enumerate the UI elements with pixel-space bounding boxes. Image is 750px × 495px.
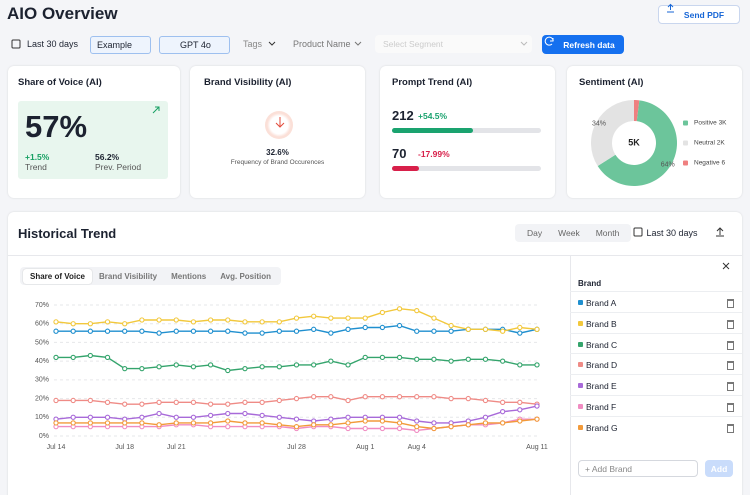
legend-swatch [578, 404, 583, 409]
visibility-value: 32.6% [266, 148, 289, 157]
delete-icon[interactable] [727, 299, 734, 308]
period-toggle: Day Week Month [515, 224, 632, 242]
refresh-button[interactable]: Refresh data [542, 35, 624, 54]
prompt-change: +54.5% [418, 111, 448, 121]
legend-label[interactable]: Brand A [586, 298, 617, 308]
delete-icon[interactable] [727, 340, 734, 350]
delete-icon[interactable] [727, 403, 734, 412]
row-divider [570, 311, 742, 313]
section-title: Historical Trend [18, 226, 117, 241]
prompt-change: -17.99% [418, 149, 450, 159]
row-divider [570, 353, 742, 355]
date-button[interactable]: Last 30 days [646, 228, 698, 238]
brand-panel-title: Brand [578, 279, 602, 288]
row-divider [570, 415, 742, 417]
brand-visibility-card: Brand Visibility (AI) 32.6% Frequency of… [190, 66, 365, 198]
historical-panel: Historical Trend Day Week Month Last 30 da… [8, 212, 742, 495]
progress-track [392, 128, 541, 133]
progress-bar [392, 128, 474, 133]
prompt-trend-card: Prompt Trend (AI) 212 +54.5% 70 -17.99% [380, 66, 555, 198]
product-filter[interactable]: Product Name [293, 39, 351, 49]
legend-label[interactable]: Brand E [586, 381, 617, 392]
legend-swatch [578, 383, 583, 389]
filter-chip[interactable]: Example [90, 36, 152, 54]
send-pdf-button[interactable]: Send PDF [658, 5, 740, 24]
delete-icon[interactable] [727, 319, 734, 329]
delete-icon[interactable] [727, 382, 734, 392]
delete-icon[interactable] [727, 361, 734, 371]
page-title: AIO Overview [7, 4, 118, 23]
metric-tabs: Share of Voice Brand Visibility Mentions Av… [20, 267, 282, 285]
highlight-box [18, 101, 168, 179]
prev-label: Prev. Period [95, 162, 142, 172]
row-divider [570, 395, 742, 396]
sov-value: 57% [25, 109, 88, 144]
metric-tab[interactable]: Mentions [171, 271, 207, 281]
legend-label[interactable]: Brand F [586, 402, 617, 412]
progress-bar [392, 166, 419, 171]
tags-filter[interactable]: Tags [243, 39, 263, 49]
sentiment-card: Sentiment (AI) [567, 66, 742, 198]
legend-swatch [578, 341, 583, 347]
add-brand-select[interactable]: + Add Brand [578, 460, 698, 477]
row-divider [570, 291, 742, 292]
segment-filter[interactable]: Select Segment [375, 35, 532, 53]
legend-swatch [578, 424, 583, 430]
metric-tab[interactable]: Avg. Position [220, 271, 272, 281]
delete-icon[interactable] [727, 423, 734, 433]
visibility-icon [265, 111, 293, 139]
visibility-caption: Frequency of Brand Occurences [230, 159, 325, 166]
card-title: Sentiment (AI) [579, 77, 644, 88]
trend-value: +1.5% [25, 152, 50, 162]
legend-swatch [578, 320, 583, 326]
prompt-count: 70 [392, 146, 407, 161]
legend-label[interactable]: Brand C [586, 339, 618, 350]
metric-tab[interactable]: Brand Visibility [98, 271, 158, 281]
chip-list: Example GPT 4o [90, 36, 230, 54]
trend-label: Trend [25, 162, 47, 172]
prev-value: 56.2% [95, 152, 120, 162]
date-filter[interactable]: Last 30 days [27, 39, 79, 49]
card-title: Prompt Trend (AI) [392, 77, 473, 88]
divider [8, 255, 742, 256]
period-option[interactable]: Month [595, 228, 620, 238]
add-button[interactable]: Add [705, 460, 733, 477]
legend-label[interactable]: Brand G [586, 422, 618, 433]
period-option[interactable]: Day [527, 228, 543, 238]
legend-label[interactable]: Brand B [586, 318, 617, 329]
card-title: Brand Visibility (AI) [204, 77, 292, 88]
legend-label[interactable]: Brand D [586, 360, 618, 371]
share-of-voice-card: Share of Voice (AI) 57% +1.5% Trend 56.2… [8, 66, 180, 198]
row-divider [570, 332, 742, 334]
legend-swatch [578, 362, 583, 368]
row-divider [570, 374, 742, 376]
card-title: Share of Voice (AI) [18, 77, 102, 88]
filter-chip[interactable]: GPT 4o [159, 36, 230, 54]
progress-track [392, 166, 541, 171]
legend-swatch [578, 300, 583, 305]
metric-tab[interactable]: Share of Voice [23, 268, 92, 284]
prompt-count: 212 [392, 108, 414, 123]
period-option[interactable]: Week [558, 228, 580, 238]
